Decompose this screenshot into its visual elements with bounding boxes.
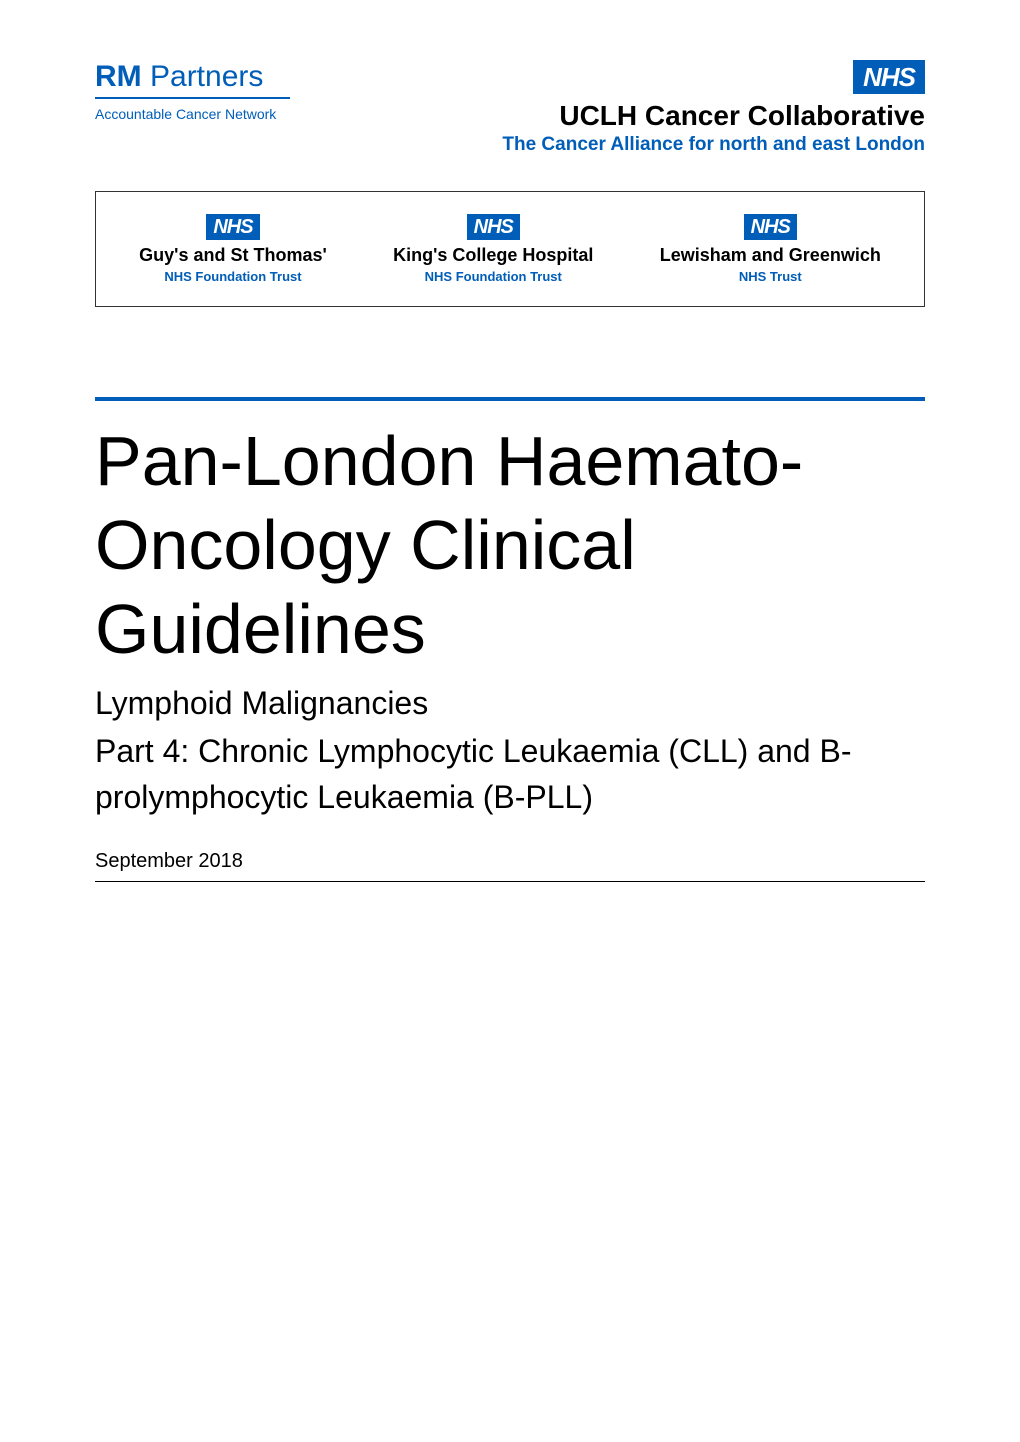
uclh-title: UCLH Cancer Collaborative [559, 100, 925, 132]
trust-name: Lewisham and Greenwich [660, 245, 881, 267]
rm-partners-title: RM Partners [95, 60, 290, 94]
rm-partners-bold: RM [95, 60, 142, 93]
trust-type: NHS Foundation Trust [425, 269, 562, 284]
document-subtitle-block: Part 4: Chronic Lymphocytic Leukaemia (C… [95, 728, 925, 821]
rm-partners-subtitle: Accountable Cancer Network [95, 106, 290, 122]
uclh-subtitle: The Cancer Alliance for north and east L… [502, 134, 925, 156]
bottom-rule [95, 881, 925, 882]
rm-partners-underline [95, 97, 290, 99]
nhs-logo-icon: NHS [467, 214, 520, 240]
trust-type: NHS Foundation Trust [164, 269, 301, 284]
trust-item: NHS Guy's and St Thomas' NHS Foundation … [139, 214, 327, 284]
document-subtitle-line1: Lymphoid Malignancies [95, 685, 925, 722]
trust-type: NHS Trust [739, 269, 802, 284]
trust-item: NHS King's College Hospital NHS Foundati… [393, 214, 593, 284]
trust-item: NHS Lewisham and Greenwich NHS Trust [660, 214, 881, 284]
rm-partners-logo: RM Partners Accountable Cancer Network [95, 60, 290, 122]
nhs-logo-icon: NHS [853, 60, 925, 94]
title-rule [95, 397, 925, 401]
nhs-logo-icon: NHS [206, 214, 259, 240]
document-main-title: Pan-London Haemato-Oncology Clinical Gui… [95, 419, 925, 671]
uclh-logo-block: NHS UCLH Cancer Collaborative The Cancer… [502, 60, 925, 156]
nhs-logo-icon: NHS [744, 214, 797, 240]
trusts-box: NHS Guy's and St Thomas' NHS Foundation … [95, 191, 925, 307]
rm-partners-light: Partners [150, 60, 263, 93]
trust-name: King's College Hospital [393, 245, 593, 267]
trust-name: Guy's and St Thomas' [139, 245, 327, 267]
document-date: September 2018 [95, 850, 925, 873]
header-logos-row: RM Partners Accountable Cancer Network N… [95, 60, 925, 156]
